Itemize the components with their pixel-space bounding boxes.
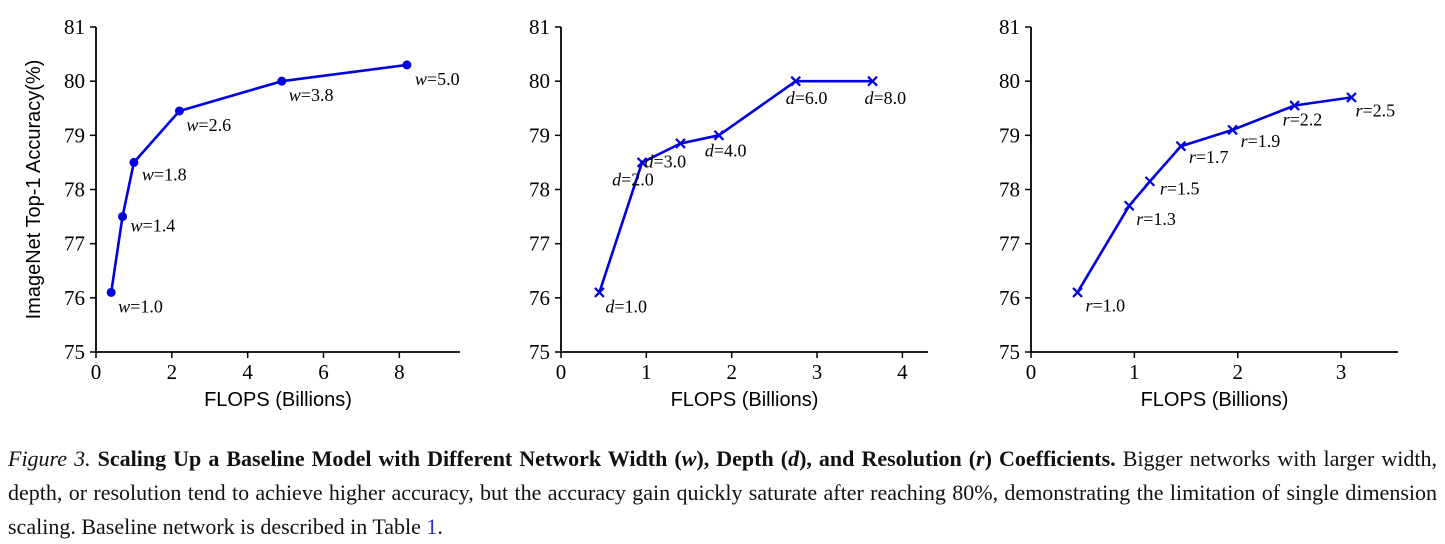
y-tick-label: 77 [999,232,1020,256]
y-tick-label: 79 [999,123,1020,147]
caption-segment: . [437,514,443,539]
point-annotation: r=2.5 [1355,100,1395,120]
data-line [598,79,873,293]
data-point-marker [1072,287,1083,298]
data-point-marker [129,157,139,167]
point-annotation: r=1.0 [1086,295,1126,315]
data-point-marker [675,138,686,149]
y-tick-label: 76 [529,286,550,310]
y-tick-label: 78 [999,178,1020,202]
x-tick-label: 1 [641,360,652,384]
point-annotation: d=6.0 [786,88,828,108]
y-tick-label: 75 [999,340,1020,364]
x-tick-label: 3 [812,360,823,384]
caption-segment: Figure 3. [8,446,91,471]
point-annotation: d=1.0 [605,296,647,316]
table-1-link[interactable]: 1 [426,514,438,539]
y-tick-label: 75 [64,340,85,364]
y-axis-label: ImageNet Top-1 Accuracy(%) [23,60,45,320]
point-annotation: r=1.5 [1160,178,1200,198]
y-tick-label: 76 [64,286,85,310]
y-tick-label: 76 [999,286,1020,310]
x-tick-label: 3 [1336,360,1347,384]
point-annotation: d=8.0 [865,88,907,108]
data-point-marker [594,287,605,298]
data-point-marker [1144,176,1156,187]
data-point-marker [1227,124,1238,136]
y-tick-label: 81 [64,15,85,39]
chart-depth-scaling: 75 76 77 78 79 80 81 0 1 2 3 4 d=1.0 d=2.0d=3.0 d=4.0 d… [529,15,928,411]
caption-segment: ), and Resolution ( [799,446,977,471]
x-tick-label: 2 [726,360,737,384]
caption-segment: ) Coefficients. [984,446,1116,471]
point-annotation: r=2.2 [1283,110,1323,130]
figure-caption: Figure 3. Scaling Up a Baseline Model wi… [8,442,1437,544]
x-tick-label: 0 [1026,360,1037,384]
x-tick-label: 0 [91,360,102,384]
data-point-marker [174,106,184,116]
y-tick-label: 81 [999,15,1020,39]
chart-width-scaling: 75 76 77 78 79 80 81 0 2 4 6 8 w=1.0 w=1.4 w=1.8 w=2.6 w… [23,15,460,411]
point-annotation: w=1.4 [131,216,176,236]
data-point-marker [1175,140,1187,152]
y-tick-label: 80 [64,69,85,93]
data-point-marker [636,157,648,168]
y-tick-label: 80 [999,69,1020,93]
caption-segment: r [976,446,985,471]
x-tick-label: 1 [1129,360,1140,384]
point-annotation: w=5.0 [415,69,460,89]
point-annotation: d=4.0 [705,140,747,160]
point-annotation: d=3.0 [644,151,686,171]
y-tick-label: 78 [64,178,85,202]
point-annotation: w=1.8 [142,164,187,184]
point-annotation: w=2.6 [186,115,231,135]
y-tick-label: 75 [529,340,550,364]
point-annotation: r=1.9 [1241,131,1281,151]
data-point-marker [790,75,801,87]
point-annotation: r=1.3 [1136,209,1176,229]
caption-segment: Bigger networks with larger width, depth… [8,446,1438,539]
x-tick-label: 6 [318,360,329,384]
data-point-marker [106,287,116,297]
point-annotation: d=2.0 [612,169,654,189]
y-tick-label: 79 [529,123,550,147]
point-annotation: r=1.7 [1189,147,1229,167]
point-annotation: w=1.0 [118,296,163,316]
data-point-marker [118,212,128,222]
x-axis-label: FLOPS (Billions) [204,389,352,411]
y-tick-label: 80 [529,69,550,93]
data-point-marker [1346,92,1357,103]
caption-segment: Scaling Up a Baseline Model with Differe… [97,446,682,471]
x-axis-label: FLOPS (Billions) [671,389,819,411]
y-tick-label: 79 [64,123,85,147]
caption-segment [91,446,98,471]
data-point-marker [713,130,725,141]
point-annotation: w=3.8 [289,85,334,105]
y-tick-label: 77 [64,232,85,256]
data-point-marker [1123,200,1135,212]
x-tick-label: 8 [394,360,405,384]
data-point-marker [277,76,287,86]
x-tick-label: 2 [167,360,178,384]
x-tick-label: 0 [556,360,567,384]
x-tick-label: 4 [242,360,253,384]
data-line [109,63,408,293]
y-tick-label: 81 [529,15,550,39]
data-point-marker [402,60,412,70]
chart-resolution-scaling: 75 76 77 78 79 80 81 0 1 2 3 r=1.0 r=1.3 r=1.5 r=1.7 r=… [999,15,1398,411]
data-point-marker [1289,100,1300,111]
y-tick-label: 78 [529,178,550,202]
caption-segment: ), Depth ( [696,446,789,471]
caption-segment: d [788,446,800,471]
data-point-marker [867,75,878,87]
x-tick-label: 4 [897,360,908,384]
y-tick-label: 77 [529,232,550,256]
caption-segment: w [681,446,697,471]
charts-row: 75 76 77 78 79 80 81 0 2 4 6 8 w=1.0 w=1.4 w=1.8 w=2.6 w… [23,15,1398,411]
x-tick-label: 2 [1233,360,1244,384]
x-axis-label: FLOPS (Billions) [1141,389,1289,411]
